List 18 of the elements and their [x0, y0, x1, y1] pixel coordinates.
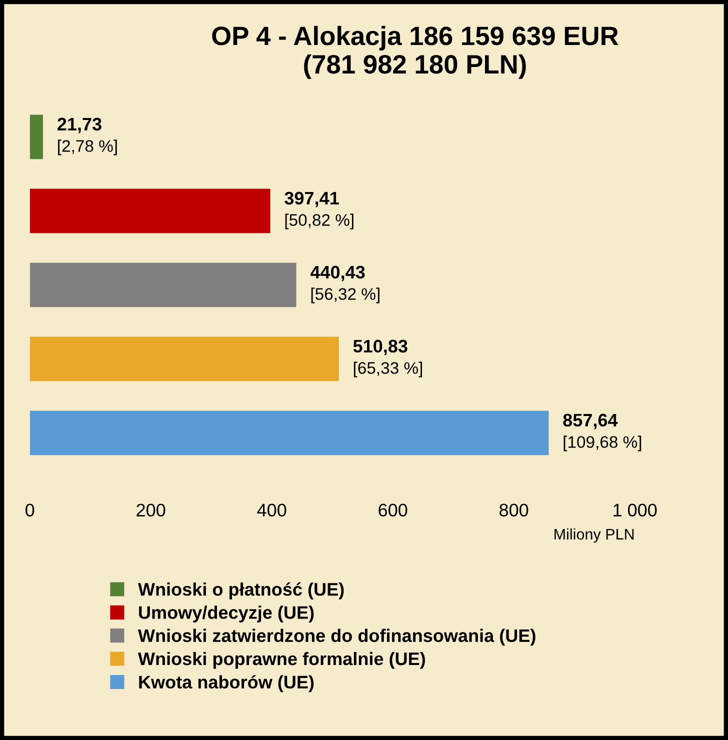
x-tick-label: 1 000	[614, 504, 657, 516]
data-label: 21,73 [2,78 %]	[58, 118, 117, 156]
legend-label: Wnioski zatwierdzone do dofinansowania (UE)	[138, 628, 536, 646]
data-label: 857,64 [109,68 %]	[563, 414, 642, 452]
legend-label: Wnioski poprawne formalnie (UE)	[138, 652, 425, 669]
legend-label: Umowy/decyzje (UE)	[139, 606, 314, 622]
x-tick-label: 600	[378, 504, 408, 516]
x-axis-title: Miliony PLN	[554, 528, 634, 543]
x-tick-label: 800	[500, 504, 528, 516]
x-tick-label: 200	[136, 504, 166, 516]
chart-title: OP 4 - Alokacja 186 159 639 EUR (781 982 180 PLN)	[212, 26, 618, 79]
data-label: 397,41 [50,82 %]	[284, 192, 354, 230]
data-label: 510,83 [65,33 %]	[353, 340, 422, 378]
data-label: 440,43 [56,32 %]	[310, 266, 380, 304]
x-tick-label: 0	[26, 504, 34, 516]
x-tick-label: 400	[257, 504, 286, 516]
legend-label: Kwota naborów (UE)	[139, 675, 314, 692]
legend-label: Wnioski o płatność (UE)	[138, 582, 344, 600]
